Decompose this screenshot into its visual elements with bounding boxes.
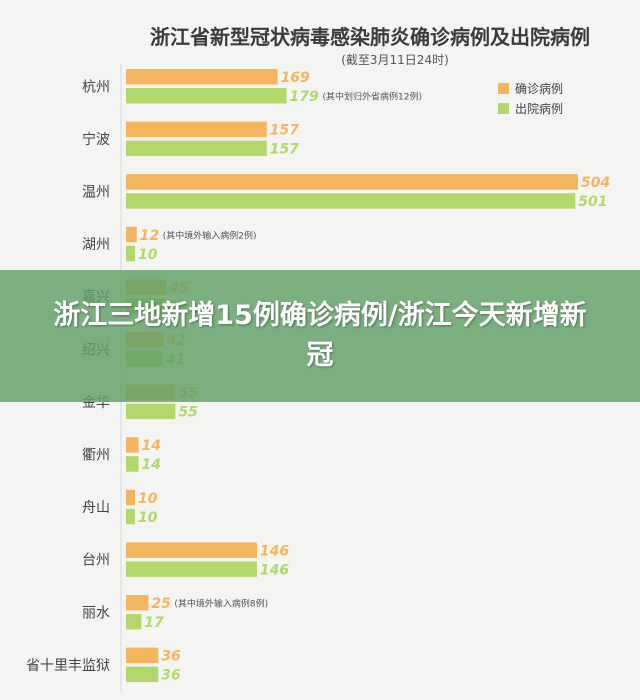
data-label: 10	[138, 510, 158, 526]
legend-swatch	[498, 83, 509, 94]
bar	[126, 542, 257, 558]
bar	[126, 174, 578, 190]
category-label: 台州	[82, 553, 110, 569]
bar	[126, 561, 257, 577]
annotation: (其中划归外省病例12例)	[323, 91, 422, 103]
bar	[126, 666, 159, 683]
data-label: 12	[140, 228, 159, 244]
chart-subtitle: (截至3月11日24时)	[341, 53, 449, 67]
bar	[126, 88, 287, 104]
category-label: 宁波	[82, 131, 110, 148]
headline-overlay: 浙江三地新增15例确诊病例/浙江今天新增新冠	[0, 270, 640, 402]
data-label: 157	[270, 123, 299, 139]
data-label: 14	[142, 438, 161, 454]
bar	[126, 614, 142, 630]
bar	[126, 140, 267, 157]
legend-swatch	[498, 103, 509, 114]
legend-label: 出院病例	[515, 101, 563, 116]
bar	[126, 69, 278, 85]
category-label: 湖州	[82, 237, 110, 253]
headline-text: 浙江三地新增15例确诊病例/浙江今天新增新冠	[53, 300, 587, 371]
bars-layer: 杭州 169 179 (其中划归外省病例12例) 宁波 157 157 温州 504 501 湖州 1…	[26, 69, 610, 684]
category-label: 丽水	[82, 605, 110, 621]
bar	[126, 437, 139, 453]
data-label: 146	[260, 562, 289, 578]
data-label: 179	[290, 89, 319, 105]
bar	[126, 245, 135, 262]
annotation: (其中境外输入病例8例)	[174, 598, 268, 610]
data-label: 36	[161, 668, 181, 684]
legend-label: 确诊病例	[515, 81, 563, 96]
data-label: 14	[142, 457, 161, 473]
data-label: 501	[578, 194, 607, 210]
annotation: (其中境外输入病例2例)	[163, 229, 257, 241]
bar	[126, 489, 135, 506]
category-label: 温州	[82, 184, 110, 200]
data-label: 55	[178, 405, 198, 421]
data-label: 504	[581, 175, 610, 191]
category-label: 衢州	[82, 446, 110, 463]
chart-title: 浙江省新型冠状病毒感染肺炎确诊病例及出院病例	[150, 25, 590, 49]
data-label: 36	[161, 649, 181, 665]
bar	[126, 508, 135, 525]
data-label: 157	[270, 142, 299, 158]
bar	[126, 403, 176, 420]
data-label: 10	[138, 491, 158, 507]
bar	[126, 456, 139, 472]
bar	[126, 226, 137, 243]
data-label: 146	[260, 543, 289, 559]
bar	[126, 193, 576, 209]
category-label: 省十里丰监狱	[26, 658, 110, 674]
bar	[126, 647, 159, 664]
category-label: 杭州	[82, 79, 110, 95]
data-label: 25	[151, 596, 171, 612]
bar	[126, 121, 267, 138]
bar	[126, 595, 149, 611]
data-label: 17	[144, 615, 164, 631]
category-label: 舟山	[82, 500, 110, 516]
data-label: 169	[281, 70, 310, 86]
data-label: 10	[138, 247, 158, 263]
